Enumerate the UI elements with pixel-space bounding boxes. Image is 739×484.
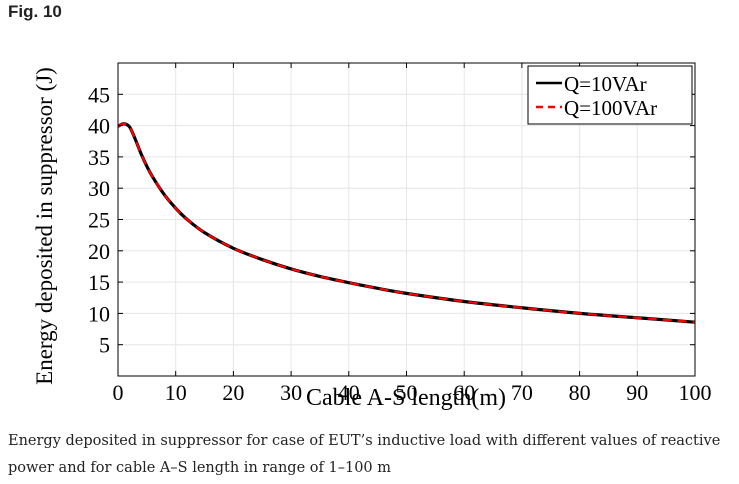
x-tick-label: 70	[511, 380, 533, 405]
y-tick-label: 5	[99, 333, 110, 358]
y-tick-label: 10	[88, 301, 110, 326]
x-tick-label: 80	[569, 380, 591, 405]
legend-label: Q=10VAr	[564, 72, 647, 96]
x-tick-label: 20	[222, 380, 244, 405]
y-tick-label: 35	[88, 145, 110, 170]
axis-tick-labels: 0 10 20 30 40 50 60 70 80 90 100 5 10 15 20 25 30 35 40 45	[88, 82, 712, 405]
legend-box	[527, 65, 693, 125]
figure-caption: Energy deposited in suppressor for case …	[8, 433, 721, 476]
y-tick-label: 15	[88, 270, 110, 295]
series-lines	[117, 122, 696, 324]
axis-ticks	[117, 63, 696, 376]
x-tick-label: 40	[338, 380, 360, 405]
x-axis-label: Cable A-S length(m)	[306, 385, 506, 411]
y-tick-label: 45	[88, 82, 110, 107]
y-tick-label: 20	[88, 239, 110, 264]
y-axis-label: Energy deposited in suppressor (J)	[32, 67, 57, 385]
x-tick-label: 0	[113, 380, 124, 405]
y-tick-label: 40	[88, 114, 110, 139]
x-tick-label: 50	[396, 380, 418, 405]
legend-label: Q=100VAr	[564, 96, 657, 120]
y-tick-label: 25	[88, 208, 110, 233]
x-tick-label: 60	[453, 380, 475, 405]
x-tick-label: 30	[280, 380, 302, 405]
y-tick-label: 30	[88, 176, 110, 201]
x-tick-label: 100	[679, 380, 712, 405]
x-tick-label: 90	[626, 380, 648, 405]
series-line-2	[117, 122, 696, 324]
figure-label: Fig. 10	[8, 2, 62, 21]
line-chart: 0 10 20 30 40 50 60 70 80 90 10051015202530354045 …	[32, 62, 712, 411]
x-tick-label: 10	[165, 380, 187, 405]
